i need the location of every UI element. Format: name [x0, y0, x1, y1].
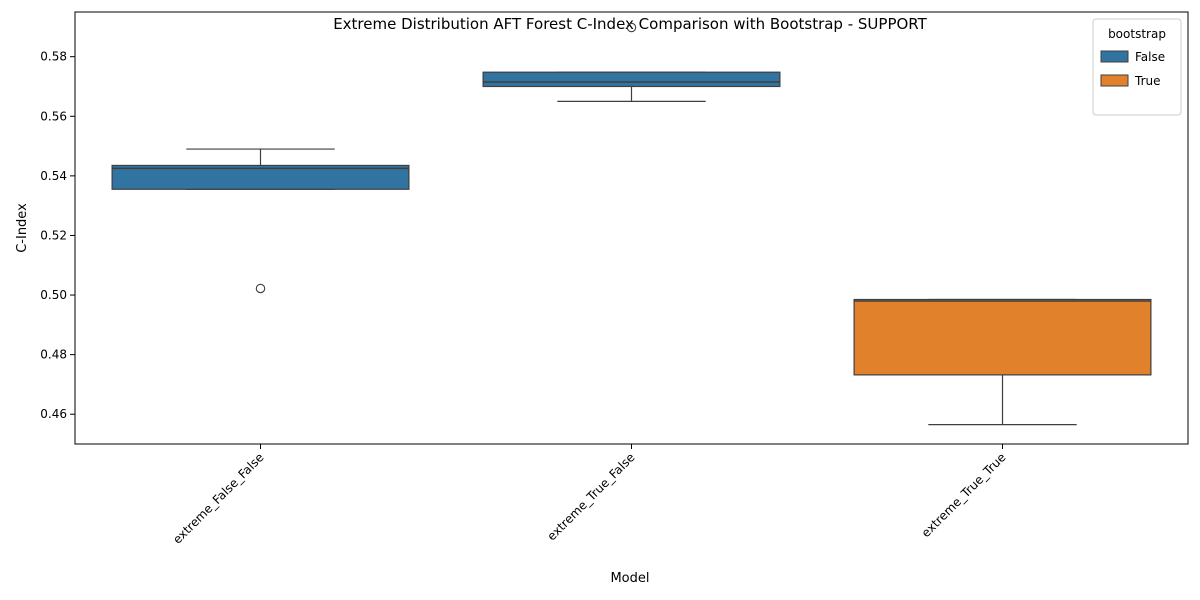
legend-title: bootstrap [1108, 27, 1166, 41]
iqr-box [853, 298, 1152, 376]
box-extreme_True_True [853, 298, 1152, 426]
y-tick-label: 0.50 [40, 288, 67, 302]
legend: bootstrap False True [1092, 18, 1182, 116]
x-tick-label: extreme_True_True [919, 450, 1009, 540]
plot-frame [74, 11, 1189, 445]
box-extreme_False_False [111, 148, 410, 294]
legend-frame [1092, 18, 1182, 116]
y-tick-label: 0.46 [40, 407, 67, 421]
boxes-layer [111, 22, 1152, 426]
y-axis: 0.46 0.48 0.50 0.52 0.54 0.56 0.58 [40, 50, 75, 421]
y-tick-label: 0.48 [40, 348, 67, 362]
legend-swatch [1100, 74, 1129, 87]
legend-label: True [1134, 74, 1161, 88]
x-tick-label: extreme_False_False [170, 450, 266, 546]
outlier-point [255, 283, 266, 294]
x-tick-label: extreme_True_False [544, 450, 637, 543]
iqr-box [111, 164, 410, 190]
x-axis-label: Model [610, 571, 649, 586]
iqr-box [482, 71, 781, 88]
legend-label: False [1135, 50, 1165, 64]
y-tick-label: 0.52 [40, 228, 67, 242]
x-axis: extreme_False_False extreme_True_False ext… [170, 444, 1009, 547]
legend-swatch [1100, 50, 1129, 63]
y-tick-label: 0.58 [40, 50, 67, 64]
outlier-point [626, 22, 637, 33]
box-extreme_True_False [482, 22, 781, 102]
y-axis-label: C-Index [15, 203, 30, 253]
y-tick-label: 0.56 [40, 109, 67, 123]
chart-title: Extreme Distribution AFT Forest C-Index … [333, 15, 927, 33]
y-tick-label: 0.54 [40, 169, 67, 183]
